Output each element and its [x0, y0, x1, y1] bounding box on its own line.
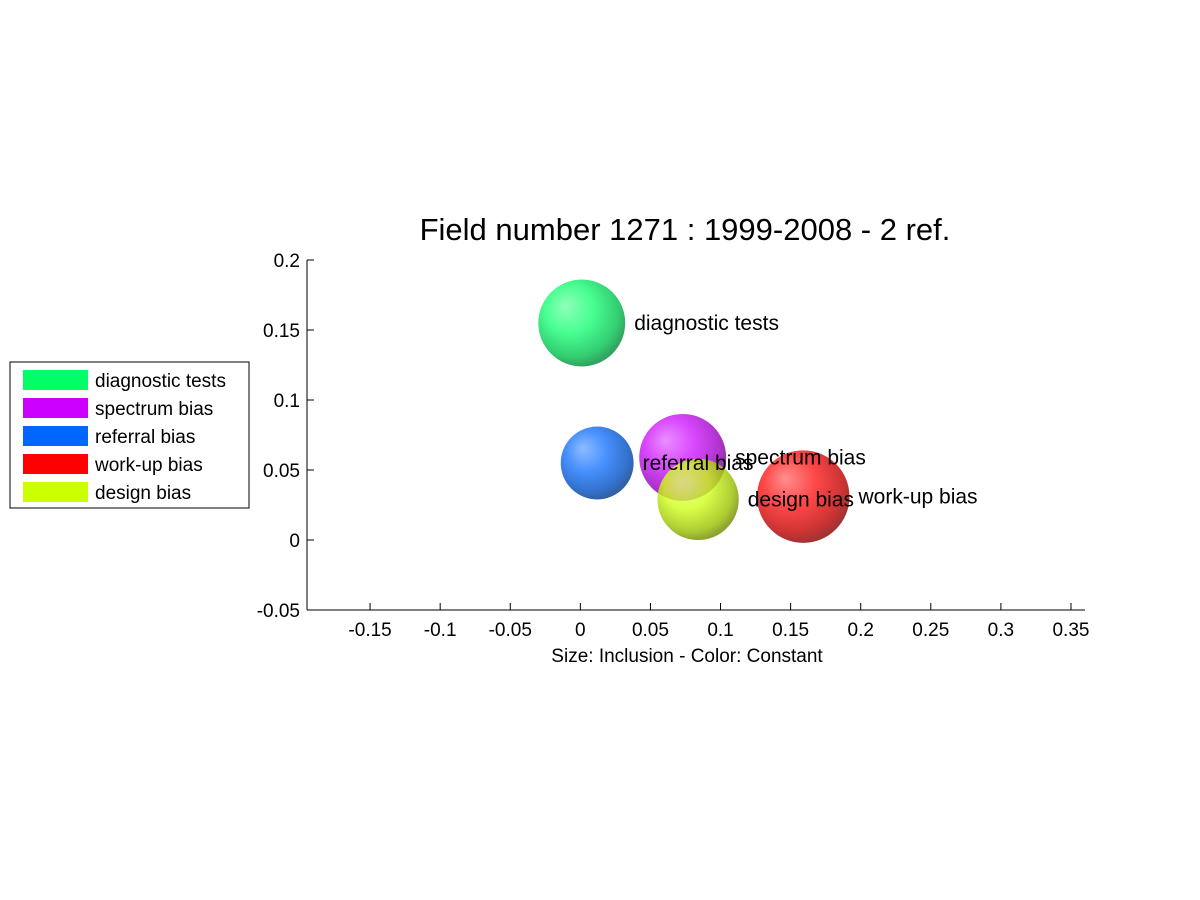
legend-label-spectrum-bias: spectrum bias: [95, 399, 213, 420]
bubble-label-spectrum-bias: spectrum bias: [735, 446, 866, 469]
bubble-label-diagnostic-tests: diagnostic tests: [634, 312, 779, 335]
x-tick-label: 0.3: [988, 620, 1014, 641]
x-tick-label: 0.1: [707, 620, 733, 641]
x-tick-label: -0.05: [489, 620, 532, 641]
x-tick-label: 0.2: [848, 620, 874, 641]
legend-swatch-spectrum-bias: [23, 398, 88, 418]
y-tick-label: -0.05: [257, 601, 300, 622]
legend-label-work-up-bias: work-up bias: [94, 455, 203, 476]
y-tick-label: 0.2: [274, 251, 300, 272]
legend-label-diagnostic-tests: diagnostic tests: [95, 371, 226, 392]
legend-swatch-work-up-bias: [23, 454, 88, 474]
bubble-diagnostic-tests: [538, 279, 626, 367]
legend-swatch-design-bias: [23, 482, 88, 502]
bubbles: [538, 279, 850, 543]
x-axis-label: Size: Inclusion - Color: Constant: [551, 646, 823, 667]
x-tick-label: 0.15: [772, 620, 809, 641]
bubble-label-referral-bias: referral bias: [643, 452, 754, 475]
bubble-work-up-bias: [756, 450, 850, 543]
x-tick-label: 0: [575, 620, 586, 641]
bubble-referral-bias: [560, 426, 634, 500]
x-tick-label: 0.35: [1052, 620, 1089, 641]
axes: [306, 260, 1085, 611]
bubble-label-work-up-bias: work-up bias: [857, 486, 977, 509]
y-ticks: -0.05 0 0.05 0.1 0.15 0.2: [257, 251, 314, 622]
y-tick-label: 0.1: [274, 391, 300, 412]
legend-swatch-diagnostic-tests: [23, 370, 88, 390]
x-tick-label: -0.1: [424, 620, 457, 641]
x-tick-label: 0.25: [912, 620, 949, 641]
y-tick-label: 0.15: [263, 321, 300, 342]
legend-label-design-bias: design bias: [95, 483, 191, 504]
y-tick-label: 0: [289, 531, 300, 552]
legend: diagnostic tests spectrum bias referral bi…: [9, 361, 250, 509]
y-tick-label: 0.05: [263, 461, 300, 482]
legend-label-referral-bias: referral bias: [95, 427, 195, 448]
legend-swatch-referral-bias: [23, 426, 88, 446]
x-tick-label: -0.15: [348, 620, 391, 641]
bubble-design-bias: [657, 458, 739, 541]
x-tick-label: 0.05: [632, 620, 669, 641]
bubble-label-design-bias: design bias: [748, 488, 854, 511]
chart-title: Field number 1271 : 1999-2008 - 2 ref.: [420, 212, 951, 247]
x-ticks: -0.15 -0.1 -0.05 0 0.05 0.1 0.15 0.2 0.25 0.3 0.35: [348, 603, 1089, 641]
